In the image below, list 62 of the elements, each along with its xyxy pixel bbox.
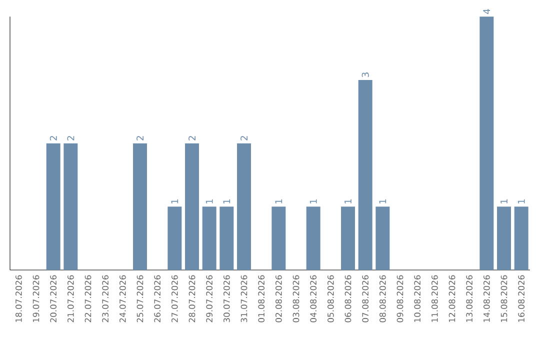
x-tick-label: 25.07.2026 bbox=[136, 275, 144, 322]
x-tick-label: 08.08.2026 bbox=[379, 275, 386, 322]
data-label: 3 bbox=[362, 72, 369, 78]
x-tick-label: 15.08.2026 bbox=[500, 275, 508, 322]
x-tick-label: 09.08.2026 bbox=[396, 275, 404, 322]
x-tick-label: 13.08.2026 bbox=[466, 275, 473, 322]
x-tick-label: 22.07.2026 bbox=[84, 275, 92, 322]
data-label: 1 bbox=[379, 199, 386, 204]
bar bbox=[480, 16, 494, 270]
x-tick-label: 10.08.2026 bbox=[414, 275, 421, 322]
x-tick-label: 14.08.2026 bbox=[483, 275, 490, 322]
bar bbox=[306, 206, 320, 270]
x-tick-label: 03.08.2026 bbox=[292, 275, 300, 322]
bar bbox=[358, 80, 372, 270]
x-tick-label: 20.07.2026 bbox=[50, 275, 57, 322]
x-tick-label: 02.08.2026 bbox=[275, 275, 282, 322]
x-tick-label: 18.07.2026 bbox=[15, 275, 22, 322]
data-label: 1 bbox=[344, 199, 352, 204]
x-tick-label: 01.08.2026 bbox=[258, 275, 265, 322]
x-tick-label: 11.08.2026 bbox=[431, 275, 438, 322]
bar bbox=[514, 206, 528, 270]
bar bbox=[341, 206, 355, 270]
data-label: 1 bbox=[310, 199, 317, 204]
data-label: 2 bbox=[136, 136, 144, 140]
x-tick-label: 23.07.2026 bbox=[102, 275, 109, 322]
x-tick-label: 27.07.2026 bbox=[171, 275, 178, 322]
x-tick-label: 31.07.2026 bbox=[240, 275, 248, 322]
bar bbox=[184, 143, 199, 270]
data-label: 2 bbox=[50, 136, 57, 140]
bar bbox=[237, 143, 251, 270]
data-label: 1 bbox=[171, 199, 178, 204]
x-tick-label: 19.07.2026 bbox=[32, 275, 40, 322]
x-tick-label: 12.08.2026 bbox=[448, 275, 456, 322]
data-label: 2 bbox=[240, 136, 248, 140]
bar bbox=[64, 143, 78, 270]
bar bbox=[46, 143, 60, 270]
data-label: 1 bbox=[275, 199, 282, 204]
x-tick-label: 07.08.2026 bbox=[362, 275, 369, 322]
data-label: 1 bbox=[223, 199, 230, 204]
bar bbox=[168, 206, 182, 270]
x-tick-label: 30.07.2026 bbox=[223, 275, 230, 322]
data-label: 4 bbox=[483, 8, 490, 14]
x-tick-label: 24.07.2026 bbox=[119, 275, 126, 322]
bar bbox=[220, 206, 234, 270]
x-tick-label: 28.07.2026 bbox=[188, 275, 196, 322]
data-label: 1 bbox=[500, 199, 508, 204]
bar bbox=[497, 206, 511, 270]
x-tick-label: 04.08.2026 bbox=[310, 275, 317, 322]
x-tick-label: 21.07.2026 bbox=[67, 275, 74, 322]
x-tick-label: 06.08.2026 bbox=[344, 275, 352, 322]
bar bbox=[272, 206, 286, 270]
x-tick-label: 26.07.2026 bbox=[154, 275, 161, 322]
bar bbox=[202, 206, 216, 270]
data-label: 2 bbox=[67, 136, 74, 140]
bar bbox=[133, 143, 147, 270]
bar bbox=[376, 206, 390, 270]
x-tick-label: 05.08.2026 bbox=[327, 275, 334, 322]
data-label: 2 bbox=[188, 136, 196, 140]
x-tick-label: 16.08.2026 bbox=[518, 275, 525, 322]
data-label: 1 bbox=[206, 199, 213, 204]
data-label: 1 bbox=[518, 199, 525, 204]
x-tick-label: 29.07.2026 bbox=[206, 275, 213, 322]
